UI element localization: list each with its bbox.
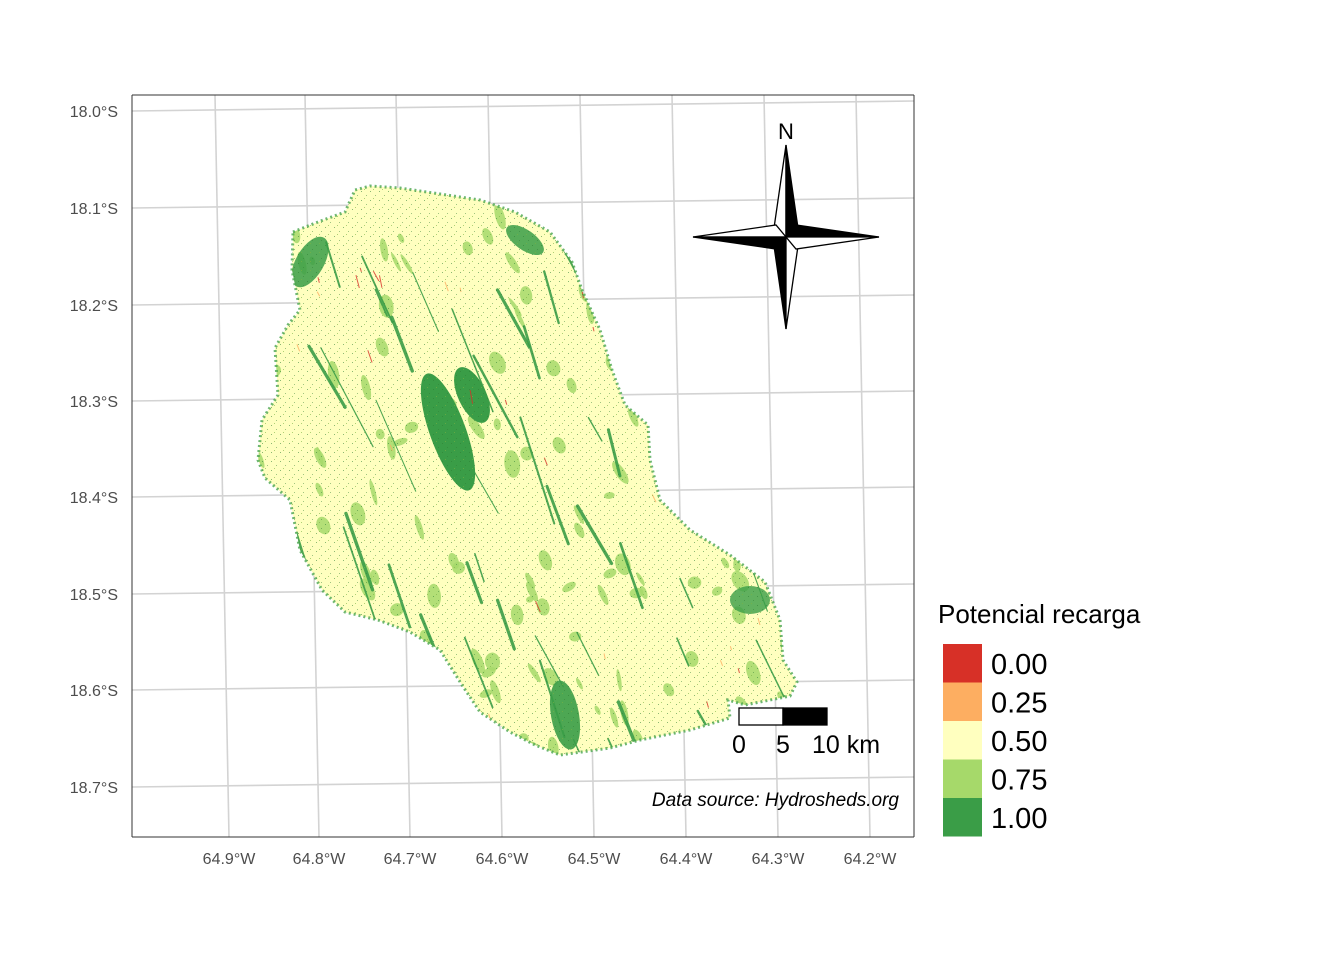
latitude-tick-label: 18.2°S	[70, 298, 118, 315]
longitude-tick-label: 64.7°W	[384, 851, 438, 868]
graticule-meridian	[855, 95, 871, 837]
scale-bar: 0 5 10 km	[732, 707, 880, 759]
latitude-tick-label: 18.1°S	[70, 201, 118, 218]
legend-swatch	[943, 721, 982, 760]
graticule-meridian	[214, 95, 230, 837]
legend-label: 0.00	[991, 649, 1047, 681]
latitude-tick-label: 18.6°S	[70, 683, 118, 700]
legend-label: 0.50	[991, 726, 1047, 758]
legend-swatch	[943, 682, 982, 721]
scale-bar-segment-2	[782, 707, 828, 726]
longitude-tick-label: 64.8°W	[293, 851, 347, 868]
legend-label: 1.00	[991, 803, 1047, 835]
scale-label-10: 10 km	[812, 731, 880, 759]
legend-swatch	[943, 798, 982, 837]
legend-title: Potencial recarga	[938, 599, 1141, 629]
scale-label-0: 0	[732, 731, 746, 759]
longitude-tick-label: 64.9°W	[203, 851, 257, 868]
latitude-tick-label: 18.3°S	[70, 394, 118, 411]
longitude-tick-label: 64.3°W	[752, 851, 806, 868]
longitude-labels: 64.9°W 64.8°W 64.7°W 64.6°W 64.5°W 64.4°W 64.3…	[203, 851, 898, 868]
latitude-tick-label: 18.7°S	[70, 780, 118, 797]
compass-rose-icon	[692, 144, 880, 330]
longitude-tick-label: 64.5°W	[568, 851, 622, 868]
watershed-edge	[256, 184, 799, 757]
longitude-tick-label: 64.6°W	[476, 851, 530, 868]
scale-label-5: 5	[776, 731, 790, 759]
legend-label: 0.75	[991, 765, 1047, 797]
latitude-tick-label: 18.5°S	[70, 587, 118, 604]
latitude-labels: 18.0°S 18.1°S 18.2°S 18.3°S 18.4°S 18.5°S 18.6…	[70, 104, 118, 797]
graticule-parallel	[132, 776, 914, 788]
north-label: N	[778, 119, 794, 144]
data-source-caption: Data source: Hydrosheds.org	[652, 790, 900, 811]
longitude-tick-label: 64.2°W	[844, 851, 898, 868]
legend-label: 0.25	[991, 688, 1047, 720]
latitude-tick-label: 18.4°S	[70, 490, 118, 507]
graticule-parallel	[132, 100, 914, 112]
latitude-tick-label: 18.0°S	[70, 104, 118, 121]
scale-bar-segment-1	[738, 707, 784, 726]
legend: Potencial recarga 0.00 0.25 0.50 0.75 1.00	[938, 599, 1141, 837]
longitude-tick-label: 64.4°W	[660, 851, 714, 868]
legend-swatch	[943, 644, 982, 683]
north-arrow: N	[692, 119, 880, 330]
legend-swatch	[943, 759, 982, 798]
